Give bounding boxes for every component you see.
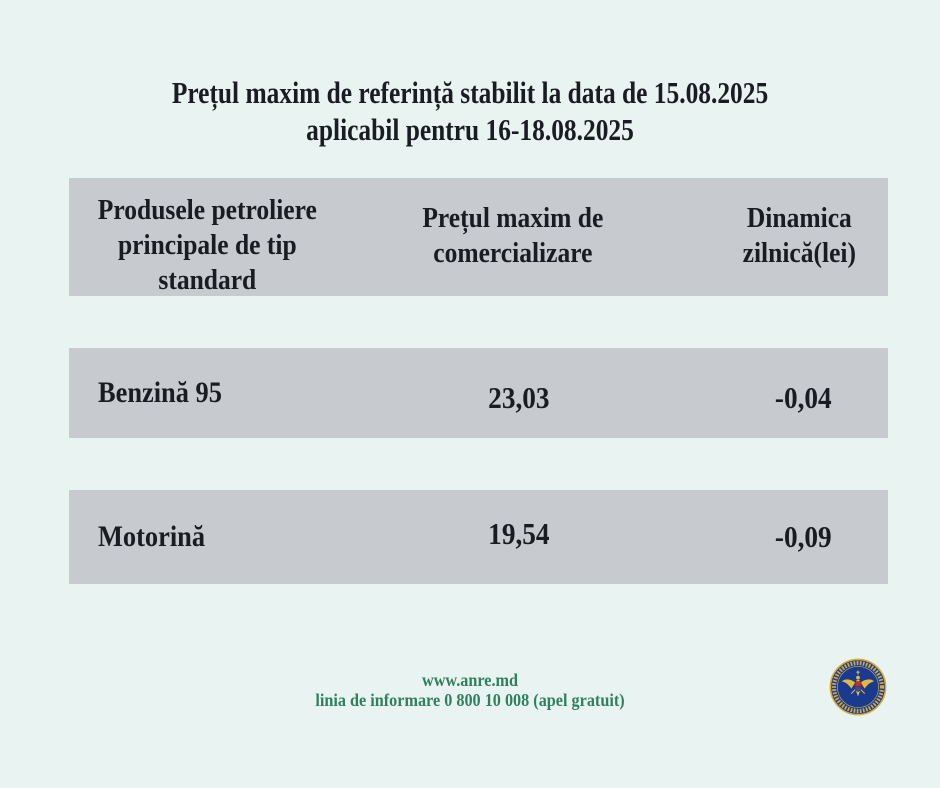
header-dynamic-line-1: Dinamica (747, 202, 853, 234)
product-name-cell: Motorină (69, 520, 374, 554)
table-header: Produsele petroliere principale de tip s… (69, 178, 888, 296)
header-price-line-2: comercializare (432, 237, 593, 269)
daily-dynamic-value: -0,09 (774, 519, 832, 554)
max-price-cell: 19,54 (374, 516, 676, 555)
daily-dynamic-cell: -0,04 (676, 375, 888, 415)
table-row: Motorină 19,54 -0,09 (69, 490, 888, 584)
max-price-cell: 23,03 (374, 375, 676, 415)
daily-dynamic-value: -0,04 (774, 380, 832, 415)
header-dynamic-line-2: zilnică(lei) (742, 237, 857, 269)
table-row: Benzină 95 23,03 -0,04 (69, 348, 888, 438)
coat-of-arms-eagle (841, 670, 875, 697)
max-price-value: 19,54 (488, 516, 550, 551)
footer-website: www.anre.md (421, 670, 519, 690)
max-price-value: 23,03 (488, 380, 550, 415)
daily-dynamic-cell: -0,09 (676, 519, 888, 555)
header-price-column: Prețul maxim de comercializare (356, 178, 670, 296)
header-dynamic-column: Dinamica zilnică(lei) (669, 178, 888, 296)
product-name: Benzină 95 (98, 376, 222, 409)
header-products-line-3: standard (158, 264, 257, 296)
header-products-column: Produsele petroliere principale de tip s… (69, 178, 356, 296)
footer-infoline: linia de informare 0 800 10 008 (apel gr… (315, 690, 625, 710)
product-name-cell: Benzină 95 (69, 376, 374, 410)
header-products-line-1: Produsele petroliere (97, 194, 317, 226)
title-line-2: aplicabil pentru 16-18.08.2025 (306, 112, 634, 147)
title-line-1: Prețul maxim de referință stabilit la da… (171, 75, 769, 110)
header-products-line-2: principale de tip (117, 229, 297, 261)
header-price-line-1: Prețul maxim de (421, 202, 603, 234)
anre-moldova-seal-icon (829, 658, 887, 716)
product-name: Motorină (98, 520, 206, 553)
page-title: Prețul maxim de referință stabilit la da… (0, 74, 940, 148)
footer: www.anre.md linia de informare 0 800 10 … (0, 670, 940, 710)
